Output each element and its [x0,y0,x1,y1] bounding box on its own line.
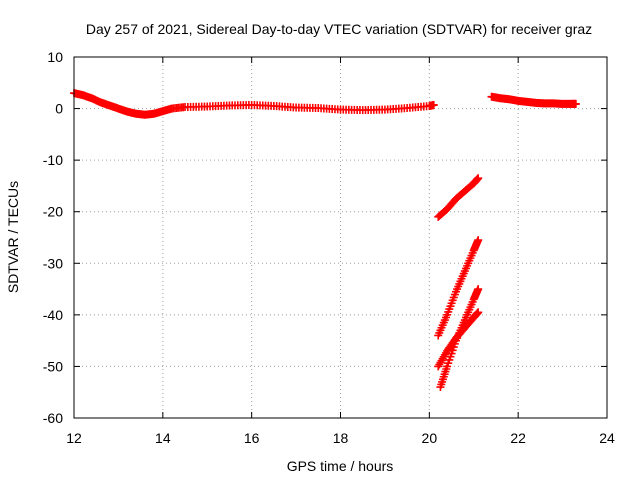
x-tick-label: 18 [333,430,349,446]
data-point [474,308,483,317]
x-axis-ticks: 12 14 16 18 20 22 24 [66,57,615,446]
x-tick-label: 16 [244,430,260,446]
series-3 [434,236,483,340]
x-axis-label: GPS time / hours [287,458,394,474]
series-5 [436,285,483,392]
y-axis-ticks: 10 0 -10 -20 -30 -40 -50 -60 [43,49,607,426]
y-tick-label: -30 [43,255,63,271]
x-tick-label: 22 [510,430,526,446]
data-point [429,100,438,109]
y-axis-label: SDTVAR / TECUs [5,181,21,293]
series-2 [434,174,483,221]
y-tick-label: -60 [43,410,63,426]
y-tick-label: 10 [47,49,63,65]
y-tick-label: -50 [43,358,63,374]
y-tick-label: 0 [55,101,63,117]
y-tick-label: -10 [43,152,63,168]
x-tick-label: 20 [422,430,438,446]
data-point [474,174,483,183]
data-points [70,89,580,392]
y-tick-label: -40 [43,307,63,323]
series-1 [487,92,580,108]
data-point [474,285,483,294]
data-point [474,236,483,245]
x-tick-label: 24 [599,430,615,446]
series-0 [70,89,438,119]
y-tick-label: -20 [43,204,63,220]
data-point [571,99,580,108]
x-tick-label: 14 [155,430,171,446]
chart-title: Day 257 of 2021, Sidereal Day-to-day VTE… [86,21,592,37]
x-tick-label: 12 [66,430,82,446]
